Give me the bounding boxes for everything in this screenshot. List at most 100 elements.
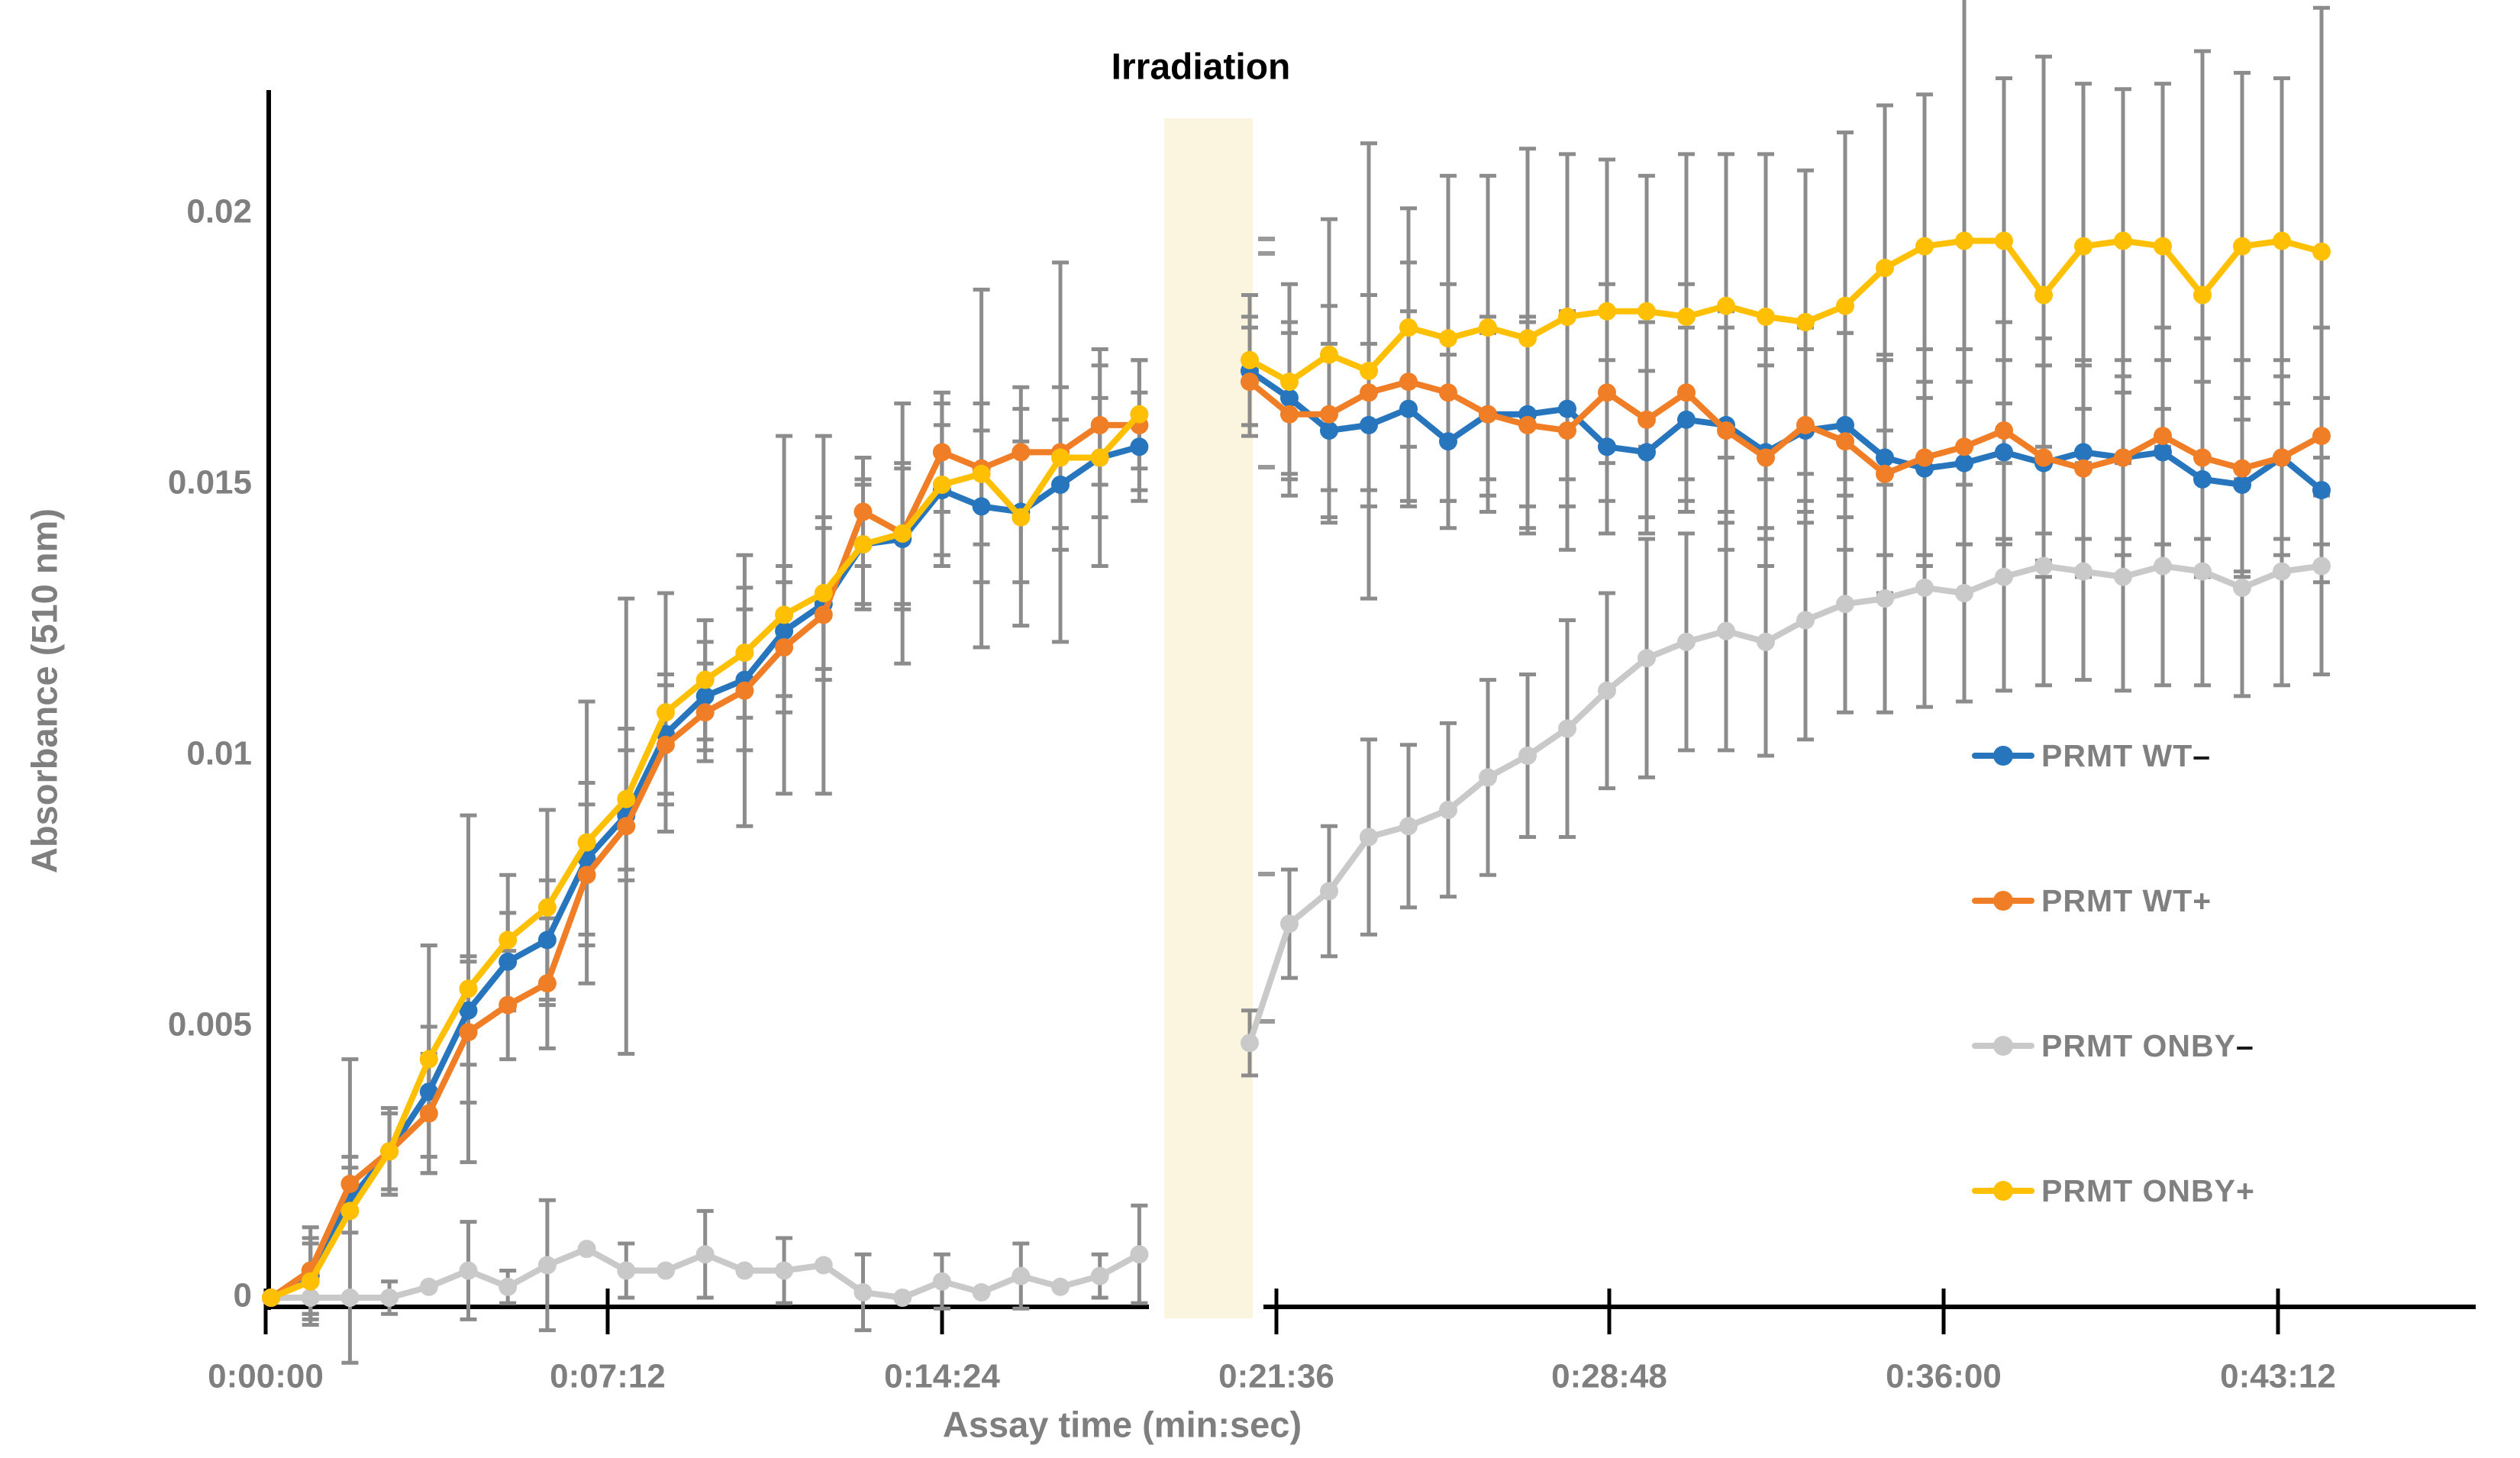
data-point-prmt-wt-: [735, 681, 754, 700]
data-point-prmt-onby-: [1241, 350, 1259, 369]
data-point-prmt-wt-: [2193, 448, 2212, 467]
data-point-prmt-wt-: [2193, 469, 2212, 489]
data-point-prmt-onby-: [2233, 237, 2251, 256]
data-point-prmt-onby-: [657, 1261, 675, 1280]
legend-item-prmt-onby-plus: PRMT ONBY +: [1972, 1169, 2255, 1212]
data-point-prmt-wt-: [932, 443, 951, 462]
data-point-prmt-onby-: [1757, 307, 1775, 326]
x-tick-label: 0:07:12: [550, 1358, 666, 1395]
data-point-prmt-onby-: [735, 1261, 754, 1280]
data-point-prmt-wt-: [1876, 448, 1894, 467]
data-point-prmt-wt-: [1518, 415, 1537, 434]
data-point-prmt-wt-: [695, 686, 715, 705]
data-point-prmt-wt-: [775, 638, 794, 656]
legend-item-prmt-wt-minus: PRMT WT –: [1972, 734, 2211, 777]
data-point-prmt-onby-: [1717, 621, 1735, 640]
legend-suffix: –: [2236, 1027, 2254, 1063]
data-point-prmt-onby-: [2154, 237, 2172, 256]
legend-suffix: +: [2192, 882, 2212, 918]
data-point-prmt-onby-: [1479, 768, 1497, 787]
y-tick-label: 0.01: [186, 735, 252, 773]
data-point-prmt-wt-: [1598, 383, 1616, 402]
data-point-prmt-onby-: [2074, 562, 2092, 581]
series-line-prmt-wt-: [1247, 379, 2323, 477]
data-point-prmt-onby-: [459, 1261, 478, 1280]
legend-label: PRMT WT: [2041, 737, 2193, 773]
data-point-prmt-onby-: [537, 1256, 557, 1275]
data-point-prmt-wt-: [1280, 389, 1299, 408]
data-point-prmt-onby-: [1090, 1266, 1109, 1285]
irradiation-band: [1164, 118, 1253, 1318]
data-point-prmt-wt-: [1955, 453, 1973, 473]
data-point-prmt-wt-: [1717, 421, 1735, 440]
data-point-prmt-onby-: [972, 464, 991, 483]
data-point-prmt-wt-: [2154, 427, 2172, 446]
data-point-prmt-onby-: [2034, 285, 2053, 305]
data-point-prmt-wt-: [1876, 464, 1894, 483]
data-point-prmt-wt-: [617, 817, 636, 836]
data-point-prmt-wt-: [419, 1104, 438, 1123]
data-point-prmt-wt-: [419, 1082, 438, 1102]
data-point-prmt-onby-: [893, 524, 912, 543]
data-point-prmt-wt-: [1915, 448, 1934, 467]
data-point-prmt-onby-: [1280, 373, 1299, 392]
data-point-prmt-wt-: [1558, 421, 1576, 440]
data-point-prmt-wt-: [1051, 476, 1070, 494]
data-point-prmt-onby-: [301, 1289, 320, 1307]
data-point-prmt-wt-: [972, 497, 991, 516]
data-point-prmt-onby-: [1995, 231, 2013, 250]
legend-suffix: +: [2236, 1173, 2255, 1208]
data-point-prmt-onby-: [2154, 556, 2172, 576]
data-point-prmt-onby-: [1598, 681, 1616, 700]
data-point-prmt-onby-: [419, 1050, 438, 1069]
legend-item-prmt-wt-plus: PRMT WT +: [1972, 879, 2212, 922]
data-point-prmt-onby-: [2193, 562, 2212, 581]
data-point-prmt-wt-: [695, 703, 715, 722]
data-point-prmt-onby-: [1320, 345, 1338, 364]
data-point-prmt-onby-: [262, 1289, 280, 1307]
data-point-prmt-wt-: [853, 502, 873, 521]
data-point-prmt-onby-: [1677, 632, 1696, 651]
data-point-prmt-onby-: [1836, 595, 1854, 614]
data-point-prmt-wt-: [2273, 448, 2291, 467]
x-tick-label: 0:28:48: [1551, 1358, 1667, 1395]
legend-suffix: –: [2192, 737, 2212, 773]
data-point-prmt-onby-: [2074, 237, 2092, 256]
data-point-prmt-onby-: [853, 1282, 873, 1302]
series-line-prmt-onby-: [269, 412, 1142, 1301]
y-axis-title: Absorbance (510 nm): [24, 508, 65, 873]
data-point-prmt-wt-: [499, 995, 518, 1014]
data-point-prmt-wt-: [1598, 437, 1616, 456]
legend-marker-blue: [1972, 746, 2034, 766]
data-point-prmt-onby-: [1638, 302, 1656, 321]
data-point-prmt-wt-: [1796, 415, 1815, 434]
data-point-prmt-onby-: [1320, 882, 1338, 901]
data-point-prmt-wt-: [2114, 448, 2132, 467]
data-point-prmt-wt-: [2312, 427, 2331, 446]
data-point-prmt-wt-: [1677, 383, 1696, 402]
data-point-prmt-onby-: [1876, 259, 1894, 277]
data-point-prmt-onby-: [2034, 556, 2053, 576]
data-point-prmt-onby-: [537, 898, 557, 917]
x-tick-label: 0:43:12: [2220, 1358, 2336, 1395]
data-point-prmt-onby-: [1876, 589, 1894, 608]
data-point-prmt-onby-: [1796, 611, 1815, 630]
data-point-prmt-wt-: [499, 952, 518, 971]
data-point-prmt-wt-: [1439, 383, 1457, 402]
data-point-prmt-wt-: [1638, 443, 1656, 462]
data-point-prmt-onby-: [1955, 584, 1973, 602]
data-point-prmt-wt-: [1757, 448, 1775, 467]
data-point-prmt-onby-: [459, 979, 478, 998]
data-point-prmt-wt-: [1439, 432, 1457, 451]
data-point-prmt-wt-: [775, 621, 794, 640]
data-point-prmt-wt-: [1836, 415, 1854, 434]
data-point-prmt-wt-: [1399, 399, 1418, 418]
data-point-prmt-onby-: [814, 584, 833, 602]
legend-marker-gray: [1972, 1036, 2034, 1056]
data-point-prmt-wt-: [1955, 437, 1973, 456]
data-point-prmt-onby-: [2273, 562, 2291, 581]
data-point-prmt-wt-: [1836, 432, 1854, 451]
data-point-prmt-wt-: [340, 1174, 360, 1193]
data-point-prmt-onby-: [1399, 318, 1418, 337]
data-point-prmt-onby-: [1955, 231, 1973, 250]
